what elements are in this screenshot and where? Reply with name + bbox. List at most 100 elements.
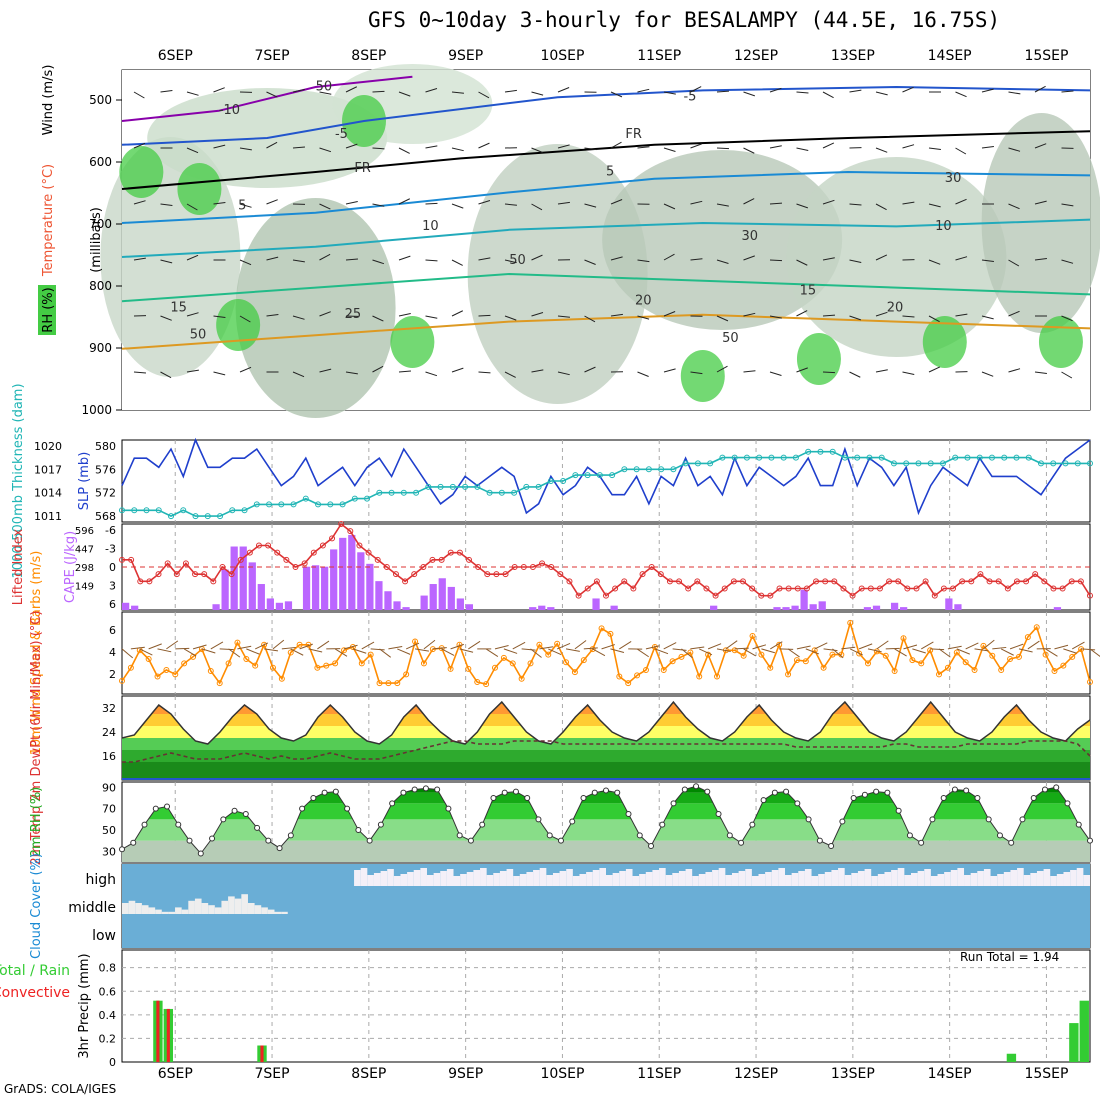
cloud-middle-bar: [241, 894, 248, 914]
cloud-middle-bar: [181, 909, 189, 914]
wind-barb: [822, 314, 836, 317]
lifted-index-point: [676, 578, 683, 585]
rh-point: [535, 816, 542, 823]
cape-bar: [339, 537, 347, 610]
wind-10m-barb: [539, 646, 554, 650]
wind-barb: [398, 255, 411, 261]
cloud-high-bar: [1043, 869, 1051, 886]
wind-10m-barb: [512, 641, 526, 650]
cloud-high-bar: [519, 874, 527, 886]
rh-point: [1019, 816, 1026, 823]
thick-left-tick: 568: [95, 510, 116, 523]
rh-point: [411, 786, 418, 793]
wind-speed-point: [1033, 624, 1040, 631]
wind-speed-point: [740, 652, 747, 659]
wind-barb: [557, 201, 570, 205]
cloud-high-bar: [639, 874, 646, 886]
wind-ylabel: 10m Wind Speed & Barbs (m/s): [29, 551, 44, 756]
precip-tick: 0.8: [99, 962, 117, 975]
cloud-high-bar: [678, 871, 686, 886]
cloud-middle-bar: [214, 907, 222, 914]
wind-tick: 2: [109, 668, 116, 681]
wind-barb: [1008, 310, 1020, 317]
lifted-index-point: [767, 592, 774, 599]
cape-bar: [131, 605, 139, 610]
wind-barb: [398, 198, 411, 205]
wind-barb: [531, 369, 544, 373]
wind-barb: [160, 203, 173, 206]
rh-point: [1075, 821, 1082, 828]
lifted-index-point: [128, 556, 135, 563]
wind-10m-barb: [521, 648, 536, 651]
wind-barb: [451, 259, 463, 266]
x-tick-label-bottom: 15SEP: [1024, 1066, 1068, 1082]
wind-10m-barb: [832, 648, 844, 659]
wind-barb: [716, 203, 729, 207]
lifted-index-point: [155, 571, 162, 578]
y-tick-label: 900: [89, 341, 112, 355]
cloud-high-bar: [844, 875, 852, 886]
wind-speed-point: [323, 662, 330, 669]
wind-barb: [372, 315, 384, 322]
wind-barb: [796, 203, 809, 209]
x-tick-label-bottom: 12SEP: [734, 1066, 778, 1082]
thickness-point: [1013, 454, 1020, 461]
wind-barb: [425, 202, 438, 205]
wind-barb: [955, 147, 967, 155]
cloud-high-bar: [884, 872, 892, 886]
wind-barb: [610, 141, 622, 149]
wind-barb: [160, 259, 173, 264]
wind-10m-barb: [237, 645, 252, 650]
wind-10m-barb: [930, 648, 945, 651]
wind-speed-point: [660, 666, 667, 673]
wind-10m-barb: [317, 640, 330, 650]
wind-barb: [1061, 203, 1074, 207]
thickness-point: [547, 478, 554, 484]
cloud-high-bar: [433, 873, 441, 886]
thickness-point: [339, 501, 346, 508]
thickness-point: [1050, 460, 1057, 467]
cloud-high-bar: [705, 872, 713, 886]
cloud-high-bar: [950, 870, 958, 886]
wind-barb: [345, 371, 358, 375]
cape-bar: [1053, 607, 1062, 610]
slp-ylabel: SLP (mb): [77, 452, 92, 511]
wind-10m-barb: [139, 648, 153, 656]
cloud-middle-bar: [228, 896, 235, 914]
precip-tick: 0.2: [99, 1032, 117, 1045]
rh-point: [512, 788, 519, 795]
x-tick-label-top: 13SEP: [831, 48, 875, 64]
wind-barb: [372, 147, 385, 150]
wind-10m-barb: [690, 646, 705, 650]
lifted-index-point: [164, 560, 171, 567]
lifted-index-point: [858, 585, 865, 592]
wind-speed-point: [172, 671, 179, 678]
wind-barb: [716, 259, 729, 264]
wind-speed-point: [269, 664, 276, 671]
wind-barb: [663, 91, 676, 95]
lifted-index-point: [886, 578, 893, 585]
x-tick-label-top: 10SEP: [540, 48, 584, 64]
isotherm-15: [121, 272, 1091, 303]
wind-barb: [716, 90, 730, 93]
cloud-middle-bar: [267, 909, 275, 914]
precip-tick: 0.4: [99, 1009, 117, 1022]
wind-10m-barb: [459, 648, 474, 653]
lifted-index-point: [831, 578, 838, 585]
panel-frame-thick: [121, 439, 1091, 523]
precip-total-bar: [1079, 1000, 1089, 1062]
wind-barb: [928, 315, 940, 323]
rh-band: [122, 819, 1090, 841]
wind-speed-point: [962, 659, 969, 666]
lifted-index-point: [411, 571, 418, 578]
wind-barb: [504, 371, 516, 378]
wind-speed-point: [243, 656, 250, 663]
rh-tick: 70: [102, 803, 116, 816]
thickness-point: [400, 489, 407, 496]
thickness-point: [425, 483, 432, 490]
wind-barb: [504, 259, 517, 264]
thickness-point: [388, 489, 395, 496]
wind-barb: [822, 257, 835, 261]
grads-footer: GrADS: COLA/IGES: [4, 1082, 117, 1096]
rh-point: [332, 788, 339, 795]
